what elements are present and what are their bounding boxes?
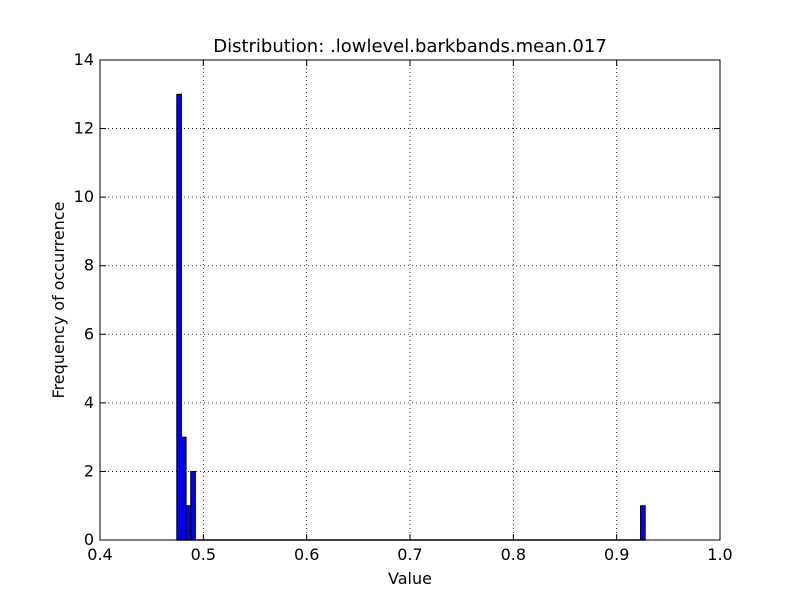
y-axis-label: Frequency of occurrence	[49, 202, 68, 399]
y-tick-label: 2	[84, 461, 94, 480]
y-tick-label: 6	[84, 324, 94, 343]
y-tick-label: 0	[84, 530, 94, 549]
y-tick-labels: 0 2 4 6 8 10 12 14	[74, 50, 94, 549]
histogram-bar	[180, 436, 187, 541]
x-tick-label: 0.5	[191, 545, 216, 564]
x-tick-labels: 0.4 0.5 0.6 0.7 0.8 0.9 1.0	[87, 545, 732, 564]
histogram-bar	[640, 505, 646, 541]
y-tick-label: 14	[74, 50, 94, 69]
histogram-bar	[185, 505, 192, 541]
x-tick-label: 0.7	[397, 545, 422, 564]
histogram-bar	[176, 93, 182, 541]
y-tick-label: 4	[84, 393, 94, 412]
y-tick-label: 12	[74, 119, 94, 138]
histogram-bar	[190, 470, 196, 541]
x-tick-label: 0.6	[294, 545, 319, 564]
plot-frame	[99, 59, 721, 541]
x-tick-label: 0.4	[87, 545, 112, 564]
x-axis-label: Value	[388, 569, 432, 588]
y-tick-label: 10	[74, 187, 94, 206]
x-tick-label: 0.9	[604, 545, 629, 564]
chart-title: Distribution: .lowlevel.barkbands.mean.0…	[213, 36, 607, 57]
x-tick-label: 0.8	[501, 545, 526, 564]
y-tick-label: 8	[84, 256, 94, 275]
x-tick-label: 1.0	[707, 545, 732, 564]
